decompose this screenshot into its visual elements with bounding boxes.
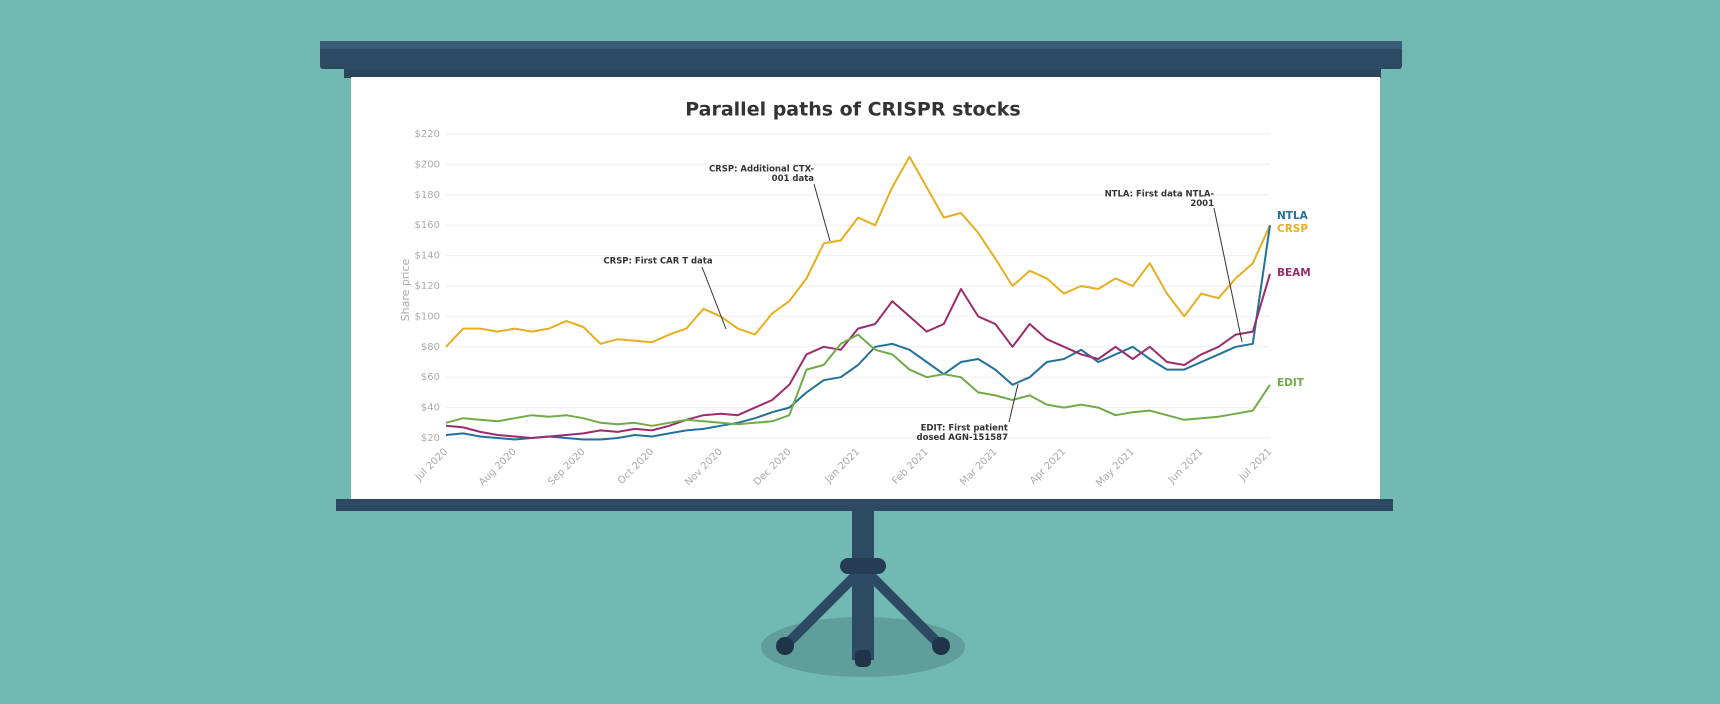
y-axis-label: Share price: [399, 258, 412, 321]
annotation: CRSP: Additional CTX-: [709, 165, 815, 175]
series-line: [445, 225, 1271, 441]
annotation: 2001: [1190, 199, 1214, 209]
y-tick-label: $160: [415, 220, 440, 231]
screen-bottom-bar: [336, 499, 1393, 511]
foot: [855, 650, 871, 667]
series-line: [445, 273, 1271, 439]
y-tick-label: $40: [421, 403, 440, 414]
annotation-pointer: [1213, 207, 1243, 343]
legend-label: NTLA: [1277, 210, 1309, 222]
legend-label: CRSP: [1277, 223, 1308, 235]
annotation: dosed AGN-151587: [917, 433, 1009, 443]
annotation-pointer: [701, 266, 727, 330]
annotation: 001 data: [772, 174, 815, 184]
stand-joint: [840, 558, 886, 574]
series-line: [445, 333, 1271, 427]
y-tick-label: $140: [415, 251, 440, 262]
screen: [351, 77, 1380, 500]
stand: [780, 511, 946, 660]
series-line: [445, 155, 1271, 348]
annotation-pointer: [1008, 383, 1019, 423]
y-tick-label: $60: [421, 372, 440, 383]
annotation: NTLA: First data NTLA-: [1105, 190, 1215, 200]
y-tick-label: $20: [421, 433, 440, 444]
y-tick-label: $200: [415, 159, 440, 170]
foot: [932, 637, 950, 655]
y-tick-label: $180: [415, 190, 440, 201]
y-tick-label: $120: [415, 281, 440, 292]
annotation: CRSP: First CAR T data: [603, 257, 712, 267]
y-tick-label: $100: [415, 311, 440, 322]
chart-title: Parallel paths of CRISPR stocks: [685, 99, 1021, 121]
y-tick-label: $220: [415, 129, 440, 140]
y-tick-label: $80: [421, 342, 440, 353]
legend-label: EDIT: [1277, 377, 1305, 389]
annotation-pointer: [813, 183, 831, 242]
foot: [776, 637, 794, 655]
screen-roller-highlight: [320, 41, 1402, 49]
legend-label: BEAM: [1277, 267, 1311, 279]
annotation: EDIT: First patient: [921, 424, 1008, 434]
